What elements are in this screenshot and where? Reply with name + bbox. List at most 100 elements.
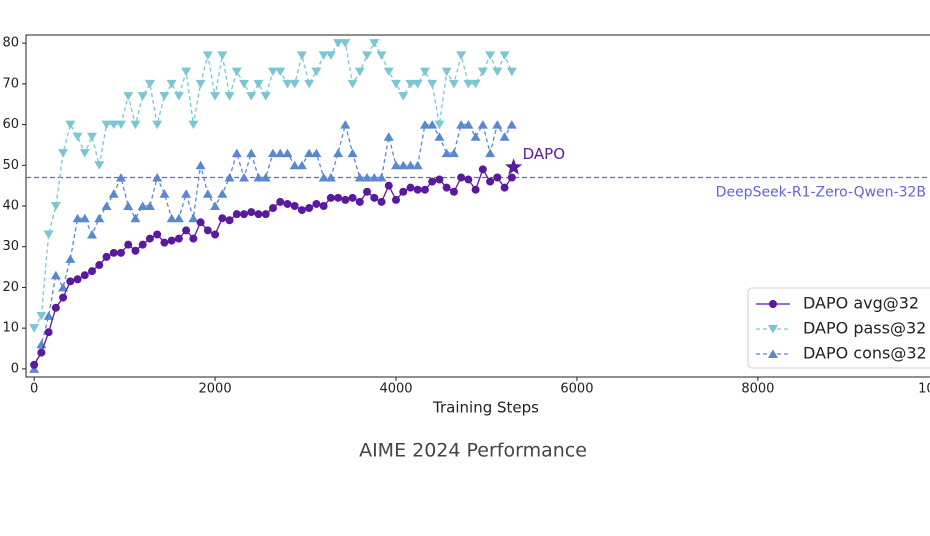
marker xyxy=(354,173,365,182)
marker xyxy=(412,160,423,170)
marker xyxy=(37,348,46,357)
marker xyxy=(44,328,53,337)
marker xyxy=(449,187,458,196)
marker xyxy=(441,67,452,77)
marker xyxy=(275,67,286,77)
marker xyxy=(138,240,147,249)
marker xyxy=(441,148,452,158)
chart-title: AIME 2024 Performance xyxy=(359,440,587,462)
marker xyxy=(210,201,221,210)
marker xyxy=(144,79,155,89)
marker xyxy=(333,148,344,158)
marker xyxy=(398,160,409,170)
marker xyxy=(282,79,293,89)
marker xyxy=(506,67,517,77)
y-tick-label: 80 xyxy=(2,36,19,51)
marker xyxy=(362,51,373,60)
marker xyxy=(253,79,264,89)
marker xyxy=(188,213,199,223)
marker xyxy=(276,197,285,206)
marker xyxy=(181,189,192,198)
marker xyxy=(435,175,444,184)
marker xyxy=(116,248,125,257)
marker xyxy=(463,120,474,129)
marker xyxy=(166,79,177,89)
marker xyxy=(369,173,380,182)
marker xyxy=(507,173,516,182)
marker xyxy=(485,51,496,60)
x-tick-label: 6000 xyxy=(560,382,593,397)
marker xyxy=(253,173,264,182)
y-tick-label: 60 xyxy=(2,117,19,132)
marker xyxy=(399,187,408,196)
marker xyxy=(65,254,76,263)
marker xyxy=(296,51,307,60)
marker xyxy=(370,193,379,202)
marker xyxy=(211,230,220,239)
marker xyxy=(124,240,133,249)
marker xyxy=(174,234,183,243)
marker xyxy=(72,213,83,223)
legend-label: DAPO cons@32 xyxy=(803,344,927,363)
marker xyxy=(304,148,315,158)
marker xyxy=(419,120,430,129)
marker xyxy=(347,148,358,158)
legend: DAPO avg@32 DAPO pass@32 DAPO cons@32 xyxy=(747,287,930,369)
marker xyxy=(72,132,83,142)
marker xyxy=(492,67,503,77)
marker xyxy=(152,120,163,130)
marker xyxy=(428,177,437,186)
marker xyxy=(166,213,177,223)
marker xyxy=(391,160,402,170)
marker xyxy=(231,148,242,158)
marker xyxy=(94,161,105,170)
marker xyxy=(297,206,306,215)
marker xyxy=(311,67,322,77)
marker xyxy=(43,311,54,320)
marker xyxy=(115,120,126,130)
marker xyxy=(267,67,278,77)
y-tick-label: 10 xyxy=(2,321,19,336)
marker xyxy=(499,51,510,60)
marker xyxy=(66,277,75,286)
series-line xyxy=(33,122,513,370)
annotation-label: DAPO xyxy=(523,145,565,163)
marker xyxy=(325,173,336,182)
marker xyxy=(456,120,467,129)
marker xyxy=(108,120,119,130)
marker xyxy=(318,173,329,182)
y-tick-label: 30 xyxy=(2,239,19,254)
marker xyxy=(80,271,89,280)
marker xyxy=(65,120,76,130)
marker xyxy=(29,324,40,333)
marker xyxy=(311,148,322,158)
marker xyxy=(232,210,241,219)
marker xyxy=(173,92,184,101)
marker xyxy=(283,199,292,208)
marker xyxy=(79,213,90,223)
marker xyxy=(448,148,459,158)
marker xyxy=(30,360,39,369)
legend-label: DAPO pass@32 xyxy=(803,319,926,338)
marker xyxy=(363,187,372,196)
marker xyxy=(304,79,315,89)
marker xyxy=(246,148,257,158)
marker xyxy=(88,267,97,276)
marker xyxy=(506,120,517,129)
marker xyxy=(493,173,502,182)
marker xyxy=(464,175,473,184)
marker xyxy=(392,195,401,204)
marker xyxy=(123,201,134,210)
marker xyxy=(326,193,335,202)
marker xyxy=(470,132,481,141)
marker xyxy=(87,132,98,142)
marker xyxy=(51,303,60,312)
marker xyxy=(406,183,415,192)
marker xyxy=(369,39,380,48)
marker xyxy=(247,208,256,217)
marker xyxy=(486,177,495,186)
marker xyxy=(478,165,487,174)
marker xyxy=(419,67,430,77)
marker xyxy=(477,120,488,129)
